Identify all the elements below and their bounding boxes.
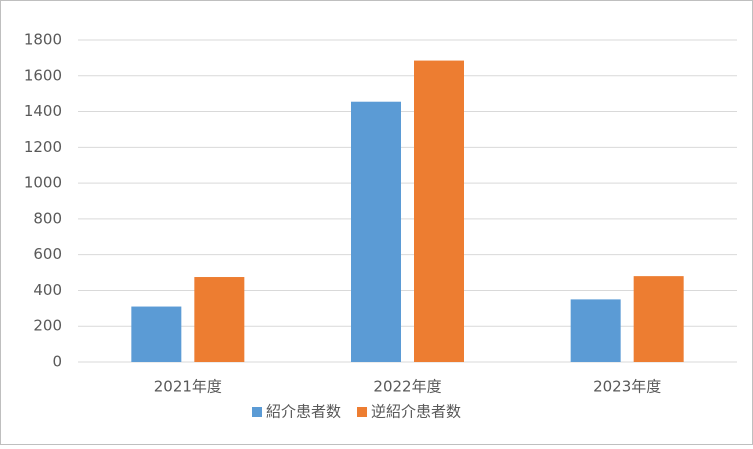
- y-tick-label: 1600: [24, 66, 62, 84]
- x-tick-label: 2022年度: [373, 378, 441, 396]
- y-tick-label: 1000: [24, 174, 62, 192]
- y-tick-label: 1400: [24, 102, 62, 120]
- legend-label: 逆紹介患者数: [371, 403, 461, 421]
- legend-swatch: [252, 407, 262, 417]
- bar: [633, 276, 684, 362]
- y-tick-label: 400: [33, 281, 62, 299]
- y-tick-label: 200: [33, 317, 62, 335]
- y-tick-label: 1200: [24, 138, 62, 156]
- bar: [351, 101, 401, 362]
- y-tick-label: 800: [33, 209, 62, 227]
- x-tick-label: 2021年度: [154, 378, 222, 396]
- y-tick-label: 600: [33, 245, 62, 263]
- y-tick-label: 0: [52, 353, 62, 371]
- legend-swatch: [357, 407, 368, 417]
- bar: [414, 60, 464, 362]
- bar: [131, 306, 182, 362]
- y-tick-label: 1800: [24, 31, 62, 49]
- x-tick-label: 2023年度: [593, 378, 661, 396]
- bar: [570, 299, 621, 362]
- legend-label: 紹介患者数: [266, 403, 341, 421]
- bar: [194, 277, 245, 362]
